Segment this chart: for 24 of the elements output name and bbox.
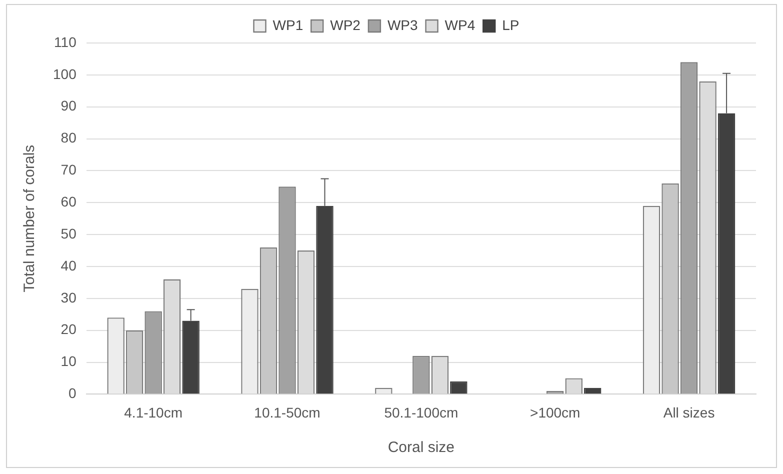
- y-tick-label: 10: [60, 353, 77, 370]
- y-tick-label: 40: [60, 257, 77, 274]
- legend-label: WP2: [330, 16, 361, 33]
- legend-label: WP3: [387, 16, 418, 33]
- legend-label: LP: [502, 16, 520, 33]
- x-axis-title: Coral size: [388, 439, 455, 456]
- legend-label: WP1: [272, 16, 304, 33]
- y-tick-label: 50: [60, 225, 77, 242]
- x-tick-label: 4.1-10cm: [124, 404, 182, 420]
- x-tick-label: 10.1-50cm: [254, 404, 320, 420]
- y-tick-label: 100: [53, 66, 77, 82]
- x-tick-label: All sizes: [663, 404, 715, 420]
- y-tick-label: 80: [60, 130, 77, 146]
- x-tick-label: 50.1-100cm: [384, 404, 458, 420]
- y-tick-label: 60: [60, 193, 77, 210]
- y-tick-label: 70: [60, 162, 77, 178]
- y-tick-label: 90: [60, 98, 77, 114]
- y-tick-label: 20: [60, 321, 77, 338]
- y-axis-title: Total number of corals: [21, 144, 38, 292]
- legend-label: WP4: [444, 16, 476, 33]
- x-tick-label: >100cm: [530, 404, 580, 420]
- y-tick-label: 30: [60, 289, 77, 306]
- y-tick-label: 110: [54, 34, 77, 50]
- y-tick-label: 0: [68, 385, 77, 402]
